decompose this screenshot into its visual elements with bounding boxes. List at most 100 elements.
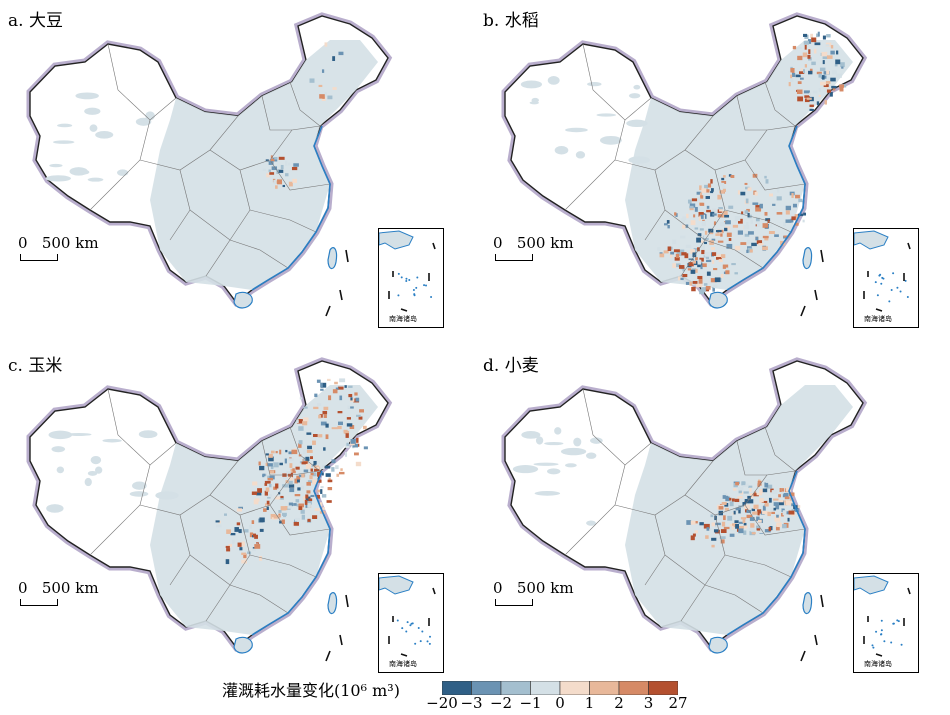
change-pixel bbox=[706, 209, 711, 213]
change-pixel bbox=[675, 253, 680, 259]
change-pixel bbox=[722, 210, 728, 215]
province-border bbox=[764, 81, 796, 127]
change-pixel bbox=[275, 451, 278, 454]
cropland-patch bbox=[628, 156, 650, 164]
cropland-patch bbox=[521, 430, 541, 439]
change-pixel bbox=[697, 262, 703, 268]
cropland-patch bbox=[586, 520, 596, 526]
change-pixel bbox=[273, 515, 280, 519]
change-pixel bbox=[327, 479, 333, 483]
change-pixel bbox=[679, 277, 684, 281]
taiwan-island bbox=[327, 247, 338, 270]
change-pixel bbox=[320, 489, 323, 494]
change-pixel bbox=[711, 260, 715, 264]
inset-island bbox=[881, 276, 884, 279]
change-pixel bbox=[306, 490, 311, 494]
change-pixel bbox=[292, 470, 296, 474]
change-pixel bbox=[331, 467, 335, 472]
change-pixel bbox=[783, 221, 787, 227]
change-pixel bbox=[704, 283, 708, 286]
change-pixel bbox=[693, 214, 696, 218]
maritime-boundary-dash bbox=[820, 249, 824, 263]
change-pixel bbox=[754, 191, 758, 196]
cropland-patch bbox=[102, 438, 122, 443]
change-pixel bbox=[826, 34, 831, 38]
province-border bbox=[744, 159, 806, 191]
change-pixel bbox=[269, 470, 275, 474]
change-pixel bbox=[799, 77, 804, 80]
south-china-sea-inset: 南海诸岛 bbox=[853, 573, 919, 673]
change-pixel bbox=[321, 69, 325, 73]
inset-island bbox=[410, 622, 413, 625]
south-china-sea-inset: 南海诸岛 bbox=[378, 228, 444, 328]
change-pixel bbox=[241, 541, 245, 547]
province-border bbox=[582, 43, 652, 121]
change-pixel bbox=[711, 522, 716, 527]
province-border bbox=[189, 554, 289, 614]
change-pixel bbox=[719, 536, 726, 540]
change-pixel bbox=[305, 456, 310, 461]
change-pixel bbox=[729, 523, 734, 527]
change-pixel bbox=[282, 484, 288, 488]
change-pixel bbox=[270, 466, 274, 470]
change-pixel bbox=[743, 522, 747, 526]
inset-island bbox=[414, 642, 417, 645]
change-pixel bbox=[337, 425, 342, 430]
change-pixel bbox=[293, 448, 297, 451]
change-pixel bbox=[313, 460, 317, 465]
change-pixel bbox=[271, 166, 278, 171]
legend-swatch bbox=[559, 681, 590, 695]
change-pixel bbox=[303, 406, 308, 409]
change-pixel bbox=[223, 513, 227, 516]
change-pixel bbox=[325, 473, 331, 477]
change-pixel bbox=[777, 187, 780, 193]
legend: 灌溉耗水量变化(10⁶ m³) −20 −3 −2 −1 0 1 2 3 27 bbox=[210, 670, 950, 715]
change-pixel bbox=[745, 198, 749, 204]
change-pixel bbox=[269, 483, 272, 488]
change-pixel bbox=[275, 185, 278, 189]
change-pixel bbox=[321, 464, 325, 470]
inset-island bbox=[880, 629, 883, 632]
change-pixel bbox=[741, 211, 744, 215]
province-border bbox=[289, 426, 321, 472]
cropland-patch bbox=[95, 466, 103, 474]
change-pixel bbox=[711, 544, 715, 548]
change-pixel bbox=[749, 527, 755, 532]
change-pixel bbox=[302, 458, 309, 464]
maritime-boundary-dash bbox=[339, 634, 343, 646]
legend-swatch bbox=[648, 681, 678, 695]
change-pixel bbox=[710, 191, 714, 194]
change-pixel bbox=[788, 82, 791, 87]
scale-bar bbox=[20, 599, 58, 606]
change-pixel bbox=[298, 440, 303, 445]
change-pixel bbox=[724, 507, 729, 511]
change-pixel bbox=[729, 501, 734, 507]
change-pixel bbox=[234, 527, 239, 532]
change-pixel bbox=[817, 31, 820, 37]
change-pixel bbox=[708, 231, 714, 235]
change-pixel bbox=[278, 509, 282, 513]
province-border bbox=[736, 95, 767, 131]
change-pixel bbox=[764, 482, 769, 488]
cropland-patch bbox=[135, 117, 152, 126]
change-pixel bbox=[697, 197, 704, 201]
change-pixel bbox=[835, 73, 842, 78]
inset-island bbox=[899, 290, 902, 293]
change-pixel bbox=[696, 283, 703, 288]
change-pixel bbox=[350, 397, 353, 401]
change-pixel bbox=[682, 267, 685, 272]
change-pixel bbox=[300, 485, 304, 490]
change-pixel bbox=[762, 223, 768, 228]
inset-island bbox=[426, 640, 429, 643]
change-pixel bbox=[738, 490, 742, 494]
change-pixel bbox=[256, 542, 259, 545]
change-pixel bbox=[689, 203, 696, 208]
change-pixel bbox=[755, 207, 762, 212]
cropland-area bbox=[150, 40, 378, 290]
change-pixel bbox=[298, 506, 303, 511]
change-pixel bbox=[836, 50, 839, 55]
change-pixel bbox=[785, 219, 792, 223]
province-border bbox=[664, 209, 764, 269]
cropland-patch bbox=[89, 124, 98, 132]
